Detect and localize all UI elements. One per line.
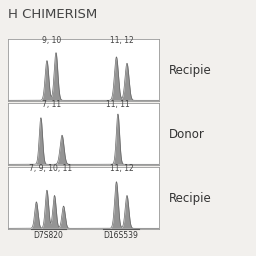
Text: 7, 11: 7, 11 bbox=[42, 100, 61, 109]
Text: 11, 12: 11, 12 bbox=[110, 36, 134, 45]
Text: 11, 11: 11, 11 bbox=[106, 100, 130, 109]
Text: Recipie: Recipie bbox=[169, 192, 212, 205]
Text: D16S539: D16S539 bbox=[103, 231, 138, 240]
Text: 9, 10: 9, 10 bbox=[42, 36, 61, 45]
Text: 7, 9, 10, 11: 7, 9, 10, 11 bbox=[29, 164, 72, 173]
Text: Recipie: Recipie bbox=[169, 64, 212, 77]
Text: Donor: Donor bbox=[169, 128, 205, 141]
Text: 11, 12: 11, 12 bbox=[110, 164, 134, 173]
Text: H CHIMERISM: H CHIMERISM bbox=[8, 8, 97, 21]
Text: D7S820: D7S820 bbox=[34, 231, 63, 240]
